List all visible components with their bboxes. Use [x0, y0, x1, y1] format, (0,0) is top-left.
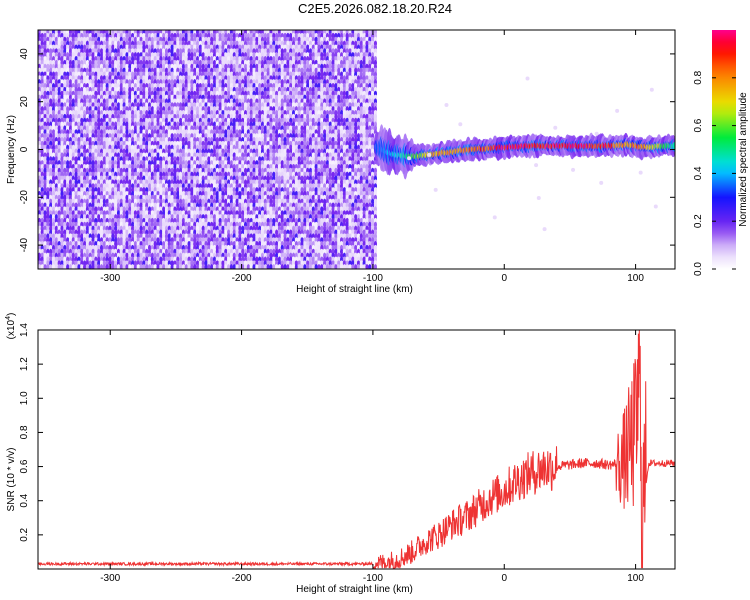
noise-cell: [46, 264, 50, 269]
noise-cell: [40, 264, 44, 269]
heatmap-cells: [38, 30, 675, 269]
noise-cell: [54, 264, 58, 269]
noise-cell: [63, 264, 67, 269]
noise-cell: [60, 264, 64, 269]
figure-title: C2E5.2026.082.18.20.R24: [298, 1, 452, 16]
noise-cell: [43, 264, 47, 269]
noise-cell: [51, 264, 56, 269]
noise-cell: [66, 264, 70, 269]
noise-cell: [49, 264, 53, 269]
noise-cell: [57, 264, 61, 269]
heatmap-panel: [37, 29, 676, 270]
noise-cell: [38, 264, 41, 269]
